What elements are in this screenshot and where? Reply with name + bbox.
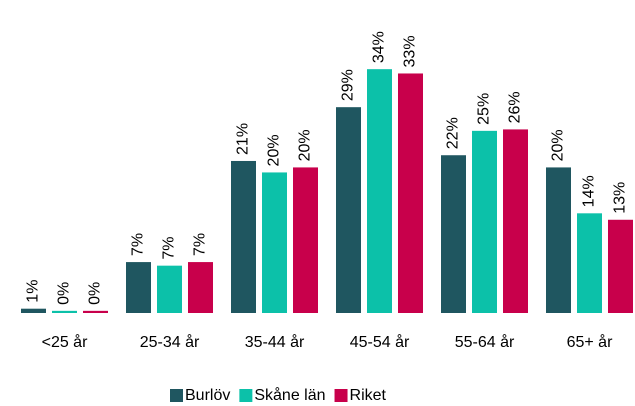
- data-label: 20%: [266, 134, 283, 166]
- legend-label: Burlöv: [185, 387, 230, 404]
- data-label: 7%: [161, 237, 178, 260]
- bar: [503, 129, 528, 313]
- bar: [21, 308, 46, 313]
- legend-swatch: [239, 389, 253, 402]
- x-tick-label: 55-64 år: [455, 333, 515, 351]
- data-label: 7%: [130, 233, 147, 256]
- x-tick-label: 45-54 år: [350, 333, 410, 351]
- bar: [398, 73, 423, 313]
- data-label: 14%: [581, 175, 598, 207]
- data-label: 0%: [56, 282, 73, 305]
- x-tick-label: 35-44 år: [245, 333, 305, 351]
- data-label: 20%: [550, 129, 567, 161]
- bar: [441, 155, 466, 313]
- bar: [52, 310, 77, 313]
- legend-swatch: [334, 389, 348, 402]
- bar: [577, 213, 602, 313]
- data-label: 26%: [507, 91, 524, 123]
- data-label: 0%: [87, 282, 104, 305]
- data-label: 7%: [192, 233, 209, 256]
- bar: [472, 130, 497, 313]
- bar: [608, 219, 633, 313]
- x-tick-label: 65+ år: [567, 333, 613, 351]
- legend-swatch: [170, 389, 183, 402]
- data-label: 25%: [476, 93, 493, 125]
- legend-label: Skåne län: [254, 386, 325, 404]
- bar: [262, 172, 287, 313]
- x-tick-label: 25-34 år: [140, 333, 200, 351]
- bar: [83, 310, 108, 313]
- bar: [126, 262, 151, 313]
- bar: [188, 262, 213, 313]
- legend-label: Riket: [350, 387, 387, 404]
- data-label: 34%: [371, 31, 388, 63]
- data-label: 1%: [25, 280, 42, 303]
- bar: [231, 160, 256, 313]
- data-label: 22%: [445, 117, 462, 149]
- data-label: 20%: [297, 129, 314, 161]
- bar: [293, 167, 318, 313]
- bar: [157, 265, 182, 313]
- bar: [336, 107, 361, 314]
- x-tick-label: <25 år: [42, 333, 88, 351]
- data-label: 21%: [235, 123, 252, 155]
- bar: [546, 167, 571, 313]
- data-label: 29%: [340, 69, 357, 101]
- data-label: 33%: [402, 35, 419, 67]
- data-label: 13%: [612, 182, 629, 214]
- bar: [367, 69, 392, 314]
